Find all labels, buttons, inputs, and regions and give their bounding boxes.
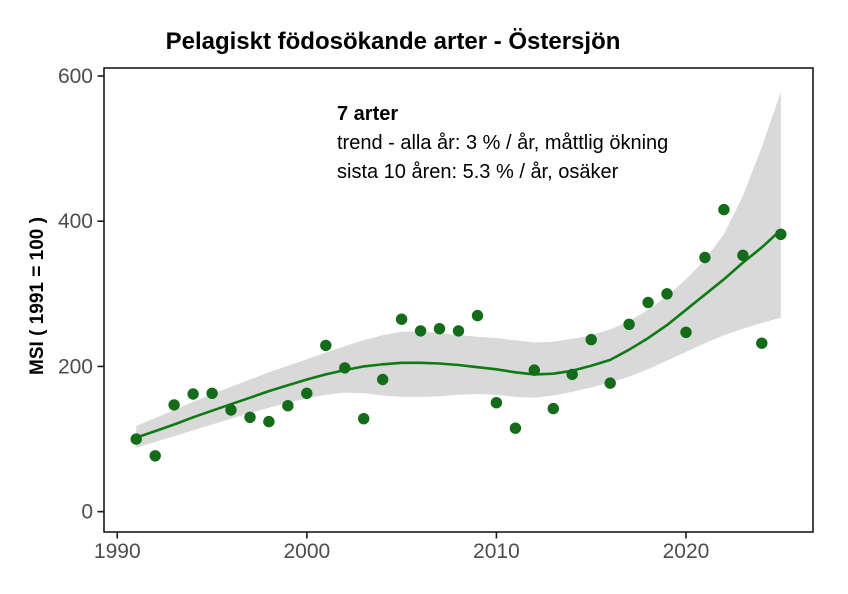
data-point — [775, 228, 787, 240]
trend-line — [134, 228, 783, 439]
data-point — [718, 203, 730, 216]
data-point — [244, 411, 256, 423]
data-point — [206, 387, 218, 399]
data-point — [585, 333, 597, 346]
x-tick-label: 2010 — [473, 540, 520, 563]
data-point — [395, 313, 408, 325]
y-axis-title: MSI ( 1991 = 100 ) — [27, 217, 48, 375]
data-point — [604, 377, 616, 389]
data-point — [699, 251, 711, 264]
data-point — [301, 387, 313, 399]
data-point — [130, 433, 142, 445]
data-point — [414, 325, 427, 337]
data-point — [339, 362, 351, 374]
data-point — [547, 402, 559, 415]
y-tick-label: 0 — [81, 501, 93, 524]
data-point — [642, 296, 654, 309]
data-point — [225, 404, 237, 416]
data-point — [509, 422, 522, 434]
data-point — [528, 364, 540, 376]
x-tick-label: 2000 — [283, 540, 330, 563]
annotation-species-count: 7 arter — [337, 103, 399, 125]
data-point — [358, 413, 370, 425]
data-point — [661, 288, 673, 300]
data-point — [623, 318, 635, 330]
x-tick-label: 2020 — [663, 540, 710, 563]
annotation-block: 7 arter trend - alla år: 3 % / år, måttl… — [337, 100, 668, 187]
data-point — [566, 368, 578, 381]
data-point — [149, 450, 161, 462]
data-point — [737, 249, 749, 261]
y-tick-label: 400 — [58, 210, 93, 233]
panel-border — [103, 67, 814, 533]
data-point — [756, 337, 768, 349]
data-point — [377, 373, 389, 386]
data-point — [433, 323, 446, 335]
x-tick-label: 1990 — [94, 540, 141, 563]
data-point — [187, 388, 199, 400]
data-point — [320, 339, 332, 352]
data-point — [263, 415, 275, 428]
y-tick-label: 600 — [58, 65, 93, 88]
y-tick-label: 200 — [58, 355, 93, 378]
data-point — [282, 400, 294, 412]
chart-title: Pelagiskt födosökande arter - Östersjön — [165, 28, 621, 55]
data-point — [680, 326, 692, 338]
data-point — [471, 309, 484, 322]
data-point — [490, 397, 503, 409]
annotation-trend-all-years: trend - alla år: 3 % / år, måttlig öknin… — [337, 132, 669, 154]
data-point — [168, 399, 180, 411]
confidence-band — [136, 92, 781, 448]
data-point — [452, 325, 465, 337]
annotation-trend-last-10: sista 10 åren: 5.3 % / år, osäker — [337, 161, 619, 183]
